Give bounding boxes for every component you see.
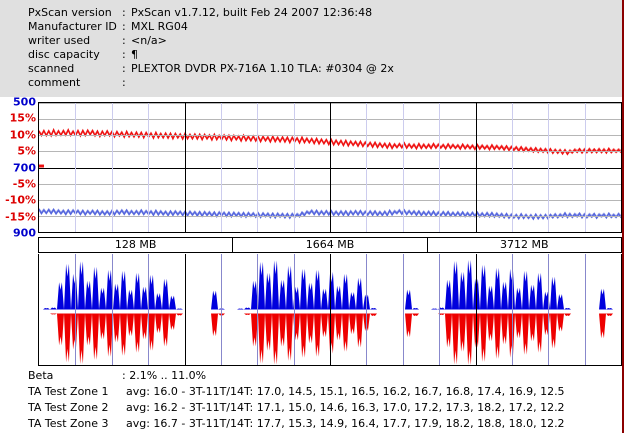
window-right-edge xyxy=(622,0,624,433)
vertical-gridline xyxy=(294,103,295,232)
zone-label: 1664 MB xyxy=(233,238,428,252)
y-axis-label: -15% xyxy=(5,210,36,224)
header-row-label: Manufacturer ID xyxy=(28,20,117,33)
ta-gridline xyxy=(112,254,113,365)
header-row-label: disc capacity xyxy=(28,48,100,61)
header-row-value: PxScan v1.7.12, built Feb 24 2007 12:36:… xyxy=(131,6,373,19)
vertical-gridline xyxy=(366,103,367,232)
zone-label: 128 MB xyxy=(39,238,234,252)
footer-row-label: Beta xyxy=(28,369,54,382)
ta-gridline xyxy=(403,254,404,365)
vertical-gridline xyxy=(512,103,513,232)
footer-row-value: avg: 16.7 - 3T-11T/14T: 17.7, 15.3, 14.9… xyxy=(126,417,565,430)
y-axis-label: 10% xyxy=(9,128,36,142)
ta-gridline xyxy=(75,254,76,365)
ta-blue-bars-1 xyxy=(42,261,226,310)
y-axis-label: 5% xyxy=(17,144,36,158)
header-row-value: PLEXTOR DVDR PX-716A 1.10 TLA: #0304 @ 2… xyxy=(131,62,394,75)
y-axis-label: 700 xyxy=(13,161,36,174)
y-axis-label: 15% xyxy=(9,111,36,125)
y-axis-label: -5% xyxy=(12,177,36,191)
y-axis-label: 900 xyxy=(13,226,36,240)
footer-row-label: TA Test Zone 1 xyxy=(28,385,109,398)
footer-row-value: : 2.1% .. 11.0% xyxy=(122,369,207,382)
ta-red-bars-2 xyxy=(236,313,420,365)
header-row-colon: : xyxy=(122,20,126,33)
y-axis-labels: 500 15% 10% 5% 700 -5% -10% -15% 900 xyxy=(0,95,38,240)
footer-row-value: avg: 16.0 - 3T-11T/14T: 17.0, 14.5, 15.1… xyxy=(126,385,565,398)
ta-red-bars-1 xyxy=(42,313,226,364)
scan-info-header: PxScan version: PxScan v1.7.12, built Feb… xyxy=(0,0,623,97)
ta-gridline xyxy=(148,254,149,365)
ta-blue-bars-2 xyxy=(236,260,420,310)
ta-gridline xyxy=(221,254,222,365)
beta-jitter-plot-area xyxy=(38,102,622,233)
ta-gridline xyxy=(439,254,440,365)
major-vertical-gridline xyxy=(330,103,331,232)
header-row-value: <n/a> xyxy=(131,34,167,47)
zone-label: 3712 MB xyxy=(500,238,549,251)
vertical-gridline xyxy=(403,103,404,232)
horizontal-gridline xyxy=(39,232,621,233)
header-row-label: PxScan version xyxy=(28,6,112,19)
vertical-gridline xyxy=(75,103,76,232)
y-axis-label: 500 xyxy=(13,95,36,109)
vertical-gridline xyxy=(112,103,113,232)
header-row-colon: : xyxy=(122,6,126,19)
vertical-gridline xyxy=(548,103,549,232)
vertical-gridline xyxy=(585,103,586,232)
header-row-label: comment xyxy=(28,76,81,89)
ta-gridline xyxy=(257,254,258,365)
vertical-gridline xyxy=(221,103,222,232)
header-row-value: ¶ xyxy=(131,48,138,61)
footer-row-value: avg: 16.2 - 3T-11T/14T: 17.1, 15.0, 14.6… xyxy=(126,401,565,414)
footer-row-label: TA Test Zone 2 xyxy=(28,401,109,414)
footer-row-label: TA Test Zone 3 xyxy=(28,417,109,430)
ta-gridline xyxy=(512,254,513,365)
header-row-value: MXL RG04 xyxy=(131,20,188,33)
header-row-colon: : xyxy=(122,76,126,89)
vertical-gridline xyxy=(257,103,258,232)
ta-major-gridline xyxy=(330,254,331,365)
header-row-colon: : xyxy=(122,48,126,61)
ta-gridline xyxy=(548,254,549,365)
major-vertical-gridline xyxy=(185,103,186,232)
beta-start-marker xyxy=(39,164,44,168)
header-row-label: writer used xyxy=(28,34,91,47)
beta-jitter-chart: 500 15% 10% 5% 700 -5% -10% -15% 900 xyxy=(0,95,623,240)
major-vertical-gridline xyxy=(476,103,477,232)
ta-gridline xyxy=(366,254,367,365)
ta-gridline xyxy=(585,254,586,365)
vertical-gridline xyxy=(439,103,440,232)
vertical-gridline xyxy=(148,103,149,232)
scan-results-footer: Beta : 2.1% .. 11.0% TA Test Zone 1 avg: 16… xyxy=(0,366,623,433)
ta-major-gridline xyxy=(476,254,477,365)
ta-major-gridline xyxy=(185,254,186,365)
header-row-colon: : xyxy=(122,34,126,47)
ta-gridline xyxy=(294,254,295,365)
ta-histogram-chart xyxy=(38,254,622,366)
zone-label-bar: 128 MB 1664 MB 3712 MB xyxy=(38,237,622,253)
header-row-label: scanned xyxy=(28,62,75,75)
y-axis-label: -10% xyxy=(5,193,36,207)
header-row-colon: : xyxy=(122,62,126,75)
